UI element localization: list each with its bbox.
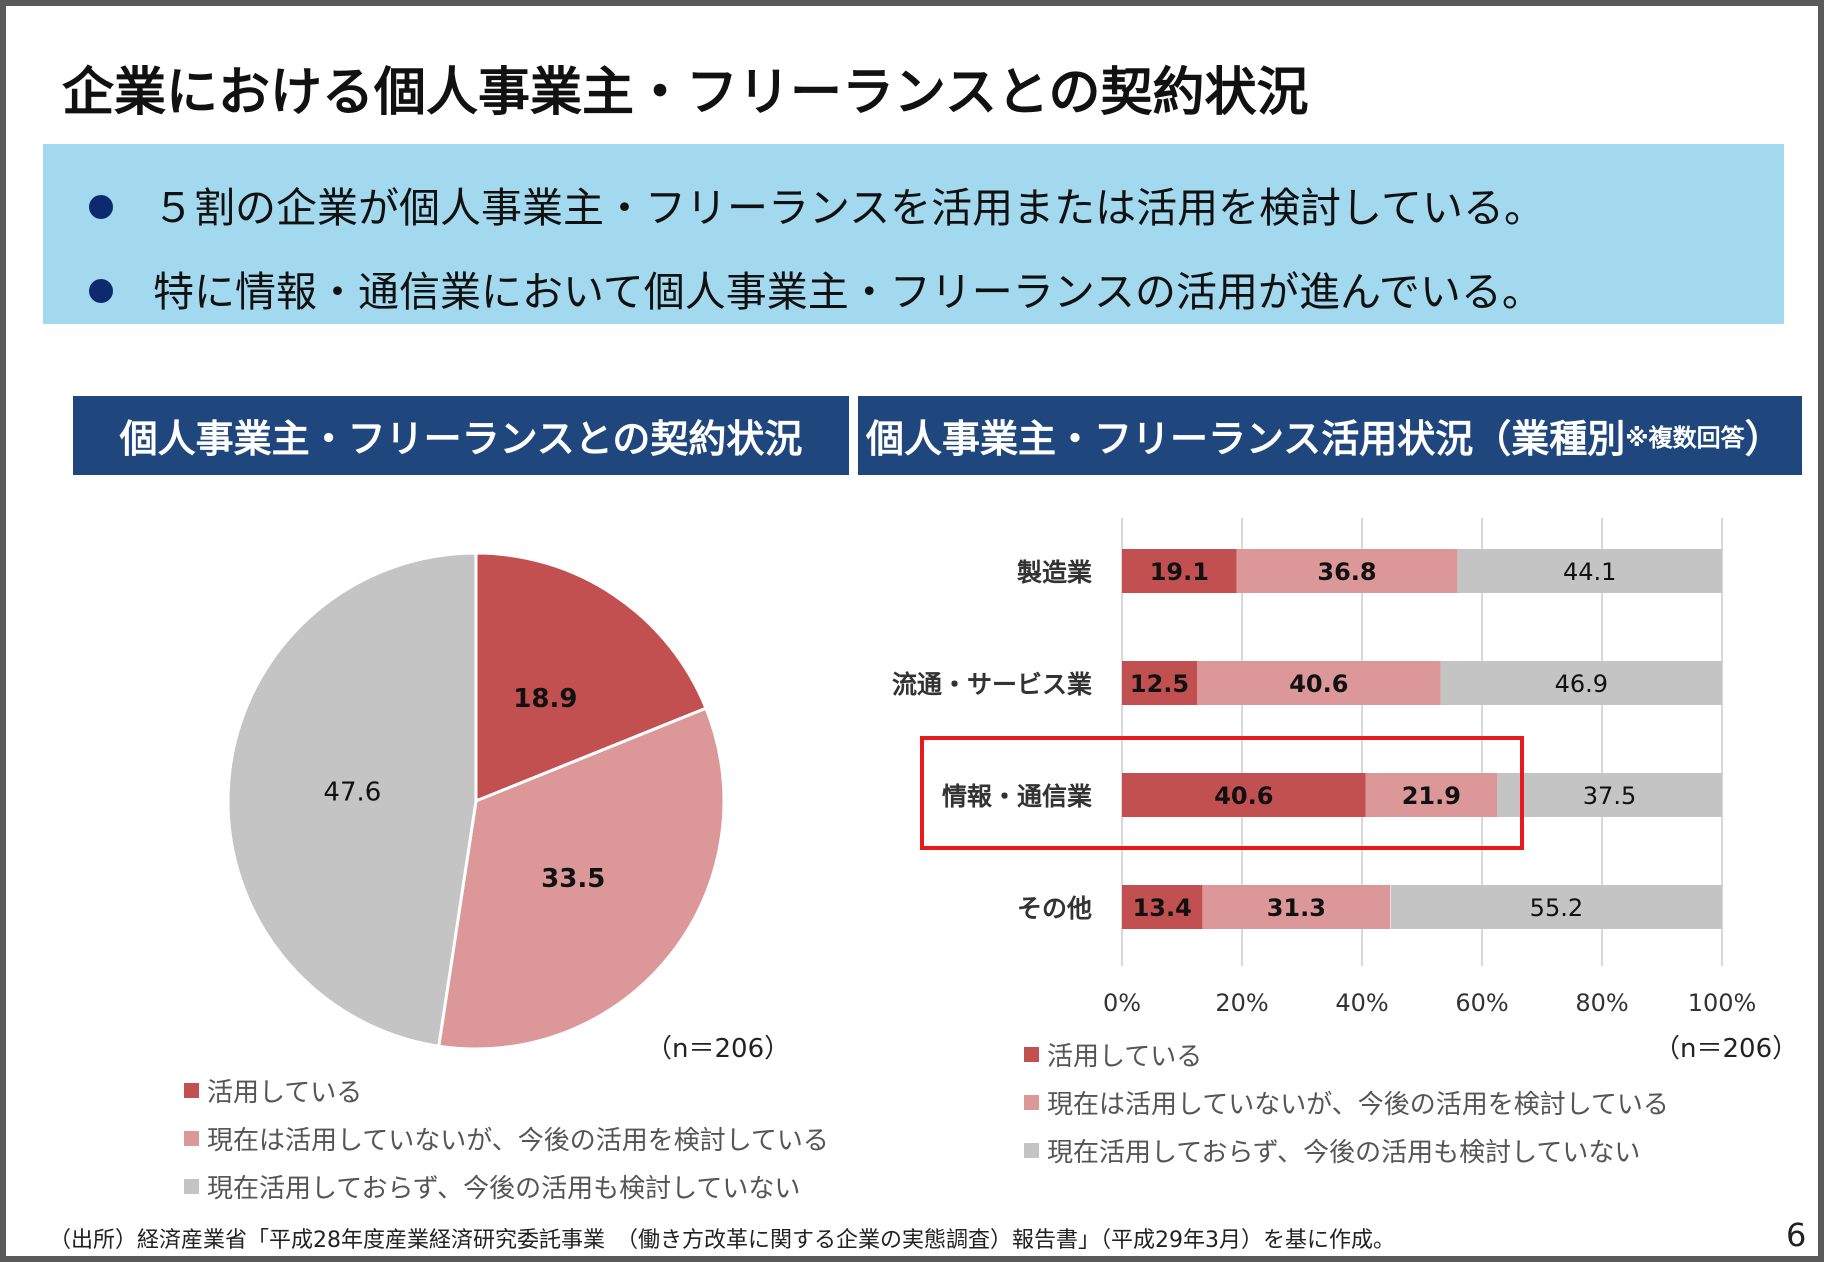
pie-slice-used [474,551,708,804]
pie-n-label: （n＝206） [646,1034,791,1064]
source-note: （出所）経済産業省「平成28年度産業経済研究委託事業 （働き方改革に関する企業の… [49,1228,1395,1253]
pie-panel-heading-text: 個人事業主・フリーランスとの契約状況 [119,417,803,461]
legend-label-not-used: 現在活用しておらず、今後の活用も検討していない [207,1173,801,1204]
bar-value-label: 55.2 [1530,894,1583,922]
bar-segment-considering [1202,885,1391,929]
page-title: 企業における個人事業主・フリーランスとの契約状況 [62,63,1309,123]
bar-segment-considering [1236,549,1458,593]
summary-box: ５割の企業が個人事業主・フリーランスを活用または活用を検討している。 特に情報・… [43,144,1784,324]
bar-segment-not-used [1440,661,1722,705]
bar-segment-not-used [1457,549,1722,593]
legend-swatch-considering [1024,1094,1039,1110]
legend-item-not-used: 現在活用しておらず、今後の活用も検討していない [1024,1126,1669,1174]
category-label: その他 [1017,894,1092,923]
legend-item-used: 活用している [184,1066,829,1114]
x-tick-label: 60% [1455,989,1508,1017]
legend-swatch-not-used [184,1178,199,1194]
summary-line-2: 特に情報・通信業において個人事業主・フリーランスの活用が進んでいる。 [89,258,1543,318]
bar-panel-heading-text: 個人事業主・フリーランス活用状況（業種別 [866,417,1626,461]
bar-value-label: 40.6 [1289,670,1348,698]
legend-swatch-not-used [1024,1142,1039,1158]
bar-segment-used [1122,661,1197,705]
bar-value-label: 13.4 [1133,894,1192,922]
bar-chart: 0% 20% 40% 60% 80% 100% 製造業 19.1 36.8 44.1 流通・サービス… [892,518,1757,1017]
bar-segment-not-used [1497,773,1722,817]
legend-label-not-used: 現在活用しておらず、今後の活用も検討していない [1047,1137,1641,1168]
legend-label-considering: 現在は活用していないが、今後の活用を検討している [1047,1089,1669,1120]
legend-item-considering: 現在は活用していないが、今後の活用を検討している [184,1114,829,1162]
bar-value-label: 46.9 [1555,670,1608,698]
bar-value-label: 44.1 [1563,558,1616,586]
pie-label-not-used: 47.6 [323,778,381,808]
bar-legend: 活用している 現在は活用していないが、今後の活用を検討している 現在活用しておら… [1024,1030,1669,1174]
bar-segment-not-used [1390,885,1722,929]
summary-text-1: ５割の企業が個人事業主・フリーランスを活用または活用を検討している。 [153,184,1545,232]
bar-n-label: （n＝206） [1654,1034,1799,1064]
bar-value-label: 21.9 [1402,782,1461,810]
highlight-box [920,736,1524,850]
bar-panel-heading: 個人事業主・フリーランス活用状況（業種別 ※複数回答） [858,396,1802,475]
x-tick-label: 20% [1215,989,1268,1017]
bullet-icon [89,279,113,303]
bar-segment-considering [1197,661,1441,705]
bullet-icon [89,195,113,219]
x-tick-label: 0% [1103,989,1141,1017]
bar-segment-used [1122,885,1203,929]
legend-item-considering: 現在は活用していないが、今後の活用を検討している [1024,1078,1669,1126]
legend-swatch-used [1024,1046,1039,1062]
pie-label-used: 18.9 [513,684,577,714]
pie-chart: 18.9 33.5 47.6 [226,551,726,1051]
legend-swatch-considering [184,1130,199,1146]
category-label: 情報・通信業 [942,782,1092,811]
bar-segment-used [1122,773,1366,817]
pie-legend: 活用している 現在は活用していないが、今後の活用を検討している 現在活用しておら… [184,1066,829,1210]
bar-segment-considering [1365,773,1497,817]
bar-value-label: 40.6 [1214,782,1273,810]
bar-panel-heading-note: ※複数回答 [1625,424,1745,452]
bar-panel-heading-close: ） [1744,417,1783,461]
legend-item-used: 活用している [1024,1030,1669,1078]
pie-slice-considering [437,706,726,1051]
x-tick-label: 80% [1575,989,1628,1017]
legend-label-used: 活用している [1047,1041,1203,1072]
legend-label-used: 活用している [207,1077,363,1108]
x-tick-label: 40% [1335,989,1388,1017]
summary-line-1: ５割の企業が個人事業主・フリーランスを活用または活用を検討している。 [89,174,1545,234]
summary-text-2: 特に情報・通信業において個人事業主・フリーランスの活用が進んでいる。 [153,268,1543,316]
bar-value-label: 31.3 [1267,894,1326,922]
bar-segment-used [1122,549,1237,593]
x-tick-label: 100% [1688,989,1757,1017]
slide: 企業における個人事業主・フリーランスとの契約状況 ５割の企業が個人事業主・フリー… [6,6,1818,1256]
pie-label-considering: 33.5 [541,864,605,894]
legend-swatch-used [184,1082,199,1098]
category-label: 流通・サービス業 [892,670,1092,699]
bar-value-label: 12.5 [1130,670,1189,698]
pie-panel-heading: 個人事業主・フリーランスとの契約状況 [73,396,849,475]
pie-slice-not-used [226,551,478,1048]
page-number: 6 [1786,1216,1807,1254]
bar-value-label: 37.5 [1583,782,1636,810]
category-label: 製造業 [1016,558,1092,587]
bar-value-label: 19.1 [1150,558,1209,586]
bar-value-label: 36.8 [1317,558,1376,586]
legend-label-considering: 現在は活用していないが、今後の活用を検討している [207,1125,829,1156]
legend-item-not-used: 現在活用しておらず、今後の活用も検討していない [184,1162,829,1210]
